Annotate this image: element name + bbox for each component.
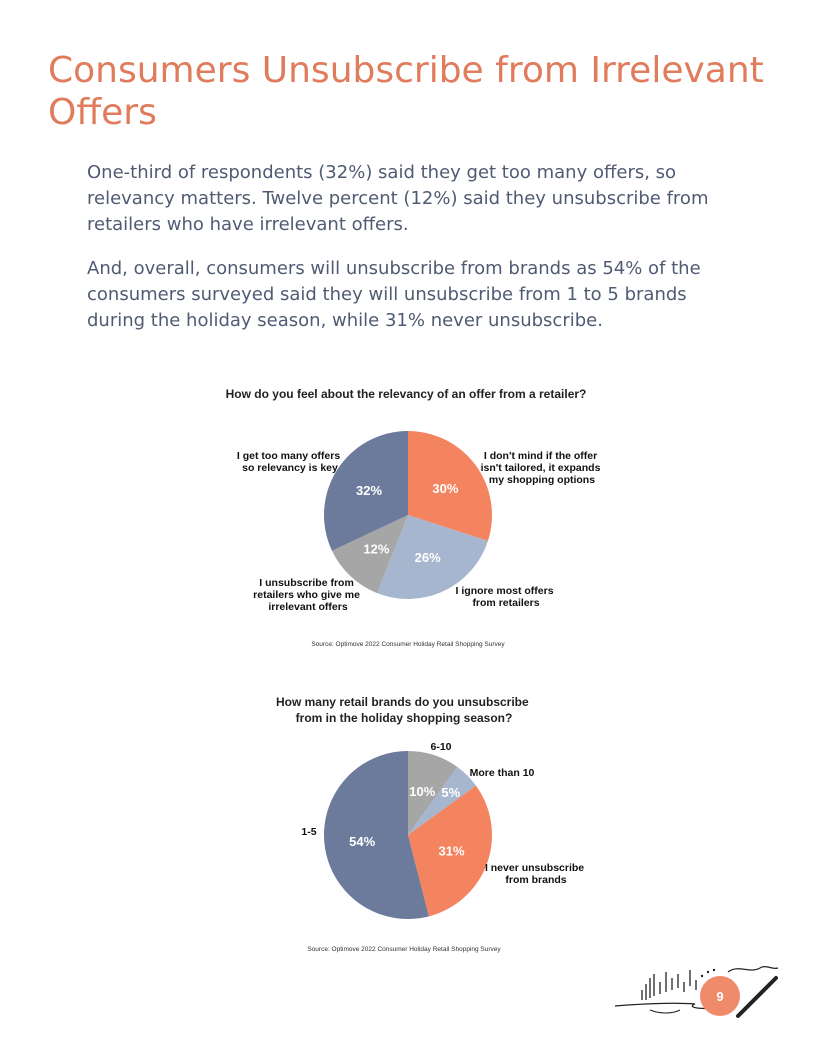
chart-2-slice-2-pct: 31% [438,844,464,859]
chart-2-slice-2 [408,785,492,917]
unsubscribe-brands-pie-chart: How many retail brands do you unsubscrib… [276,695,587,953]
chart-1-label-dont-mind: I don't mind if the offer isn't tailored… [481,450,604,486]
decorative-sketch-icon [614,965,779,1018]
chart-1-slice-1-pct: 26% [415,550,441,565]
chart-1-slice-0 [408,431,493,541]
chart-2-slice-3 [323,751,429,919]
chart-2-slice-3-pct: 54% [349,834,375,849]
chart-2-label-1-5: 1-5 [301,826,316,838]
chart-2-label-more-than-10: More than 10 [470,767,535,779]
chart-1-label-unsubscribe: I unsubscribe from retailers who give me… [253,577,363,613]
chart-1-slice-3 [323,431,408,551]
chart-1-slice-2 [331,515,408,594]
chart-1-slice-2-pct: 12% [363,542,389,557]
paragraph-2: And, overall, consumers will unsubscribe… [87,258,701,331]
chart-1-slice-0-pct: 30% [432,481,458,496]
chart-1-slice-1 [377,515,488,599]
chart-2-label-never: I never unsubscribe from brands [485,862,587,886]
chart-1-label-too-many: I get too many offers so relevancy is ke… [237,450,343,474]
chart-2-title: How many retail brands do you unsubscrib… [276,695,532,725]
chart-2-slice-0 [408,751,458,835]
chart-2-slice-1 [408,767,476,835]
chart-1-source: Source: Optimove 2022 Consumer Holiday R… [311,641,505,648]
page-title: Consumers Unsubscribe from Irrelevant Of… [48,50,764,133]
chart-1-title: How do you feel about the relevancy of a… [226,387,587,401]
chart-2-source: Source: Optimove 2022 Consumer Holiday R… [307,946,501,953]
chart-2-slice-1-pct: 5% [441,785,460,800]
chart-2-slice-0-pct: 10% [409,784,435,799]
relevancy-pie-chart: How do you feel about the relevancy of a… [226,387,604,648]
page-number-badge: 9 [700,976,740,1016]
chart-1-label-ignore: I ignore most offers from retailers [456,585,557,609]
chart-2-label-6-10: 6-10 [430,741,451,753]
paragraph-1: One-third of respondents (32%) said they… [87,162,709,235]
chart-1-slice-3-pct: 32% [356,483,382,498]
page-number: 9 [716,988,724,1004]
